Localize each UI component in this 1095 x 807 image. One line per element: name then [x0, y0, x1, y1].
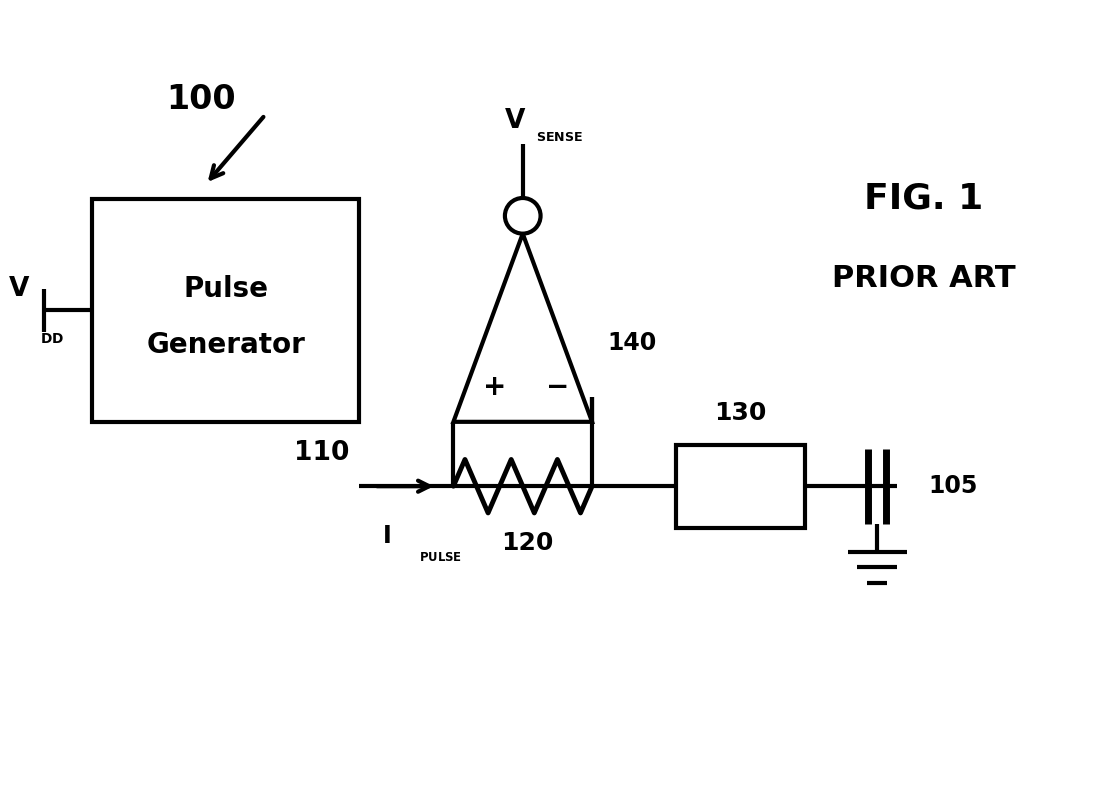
Polygon shape	[453, 234, 592, 422]
Text: 100: 100	[166, 83, 235, 116]
Text: $\mathbf{{}_{DD}}$: $\mathbf{{}_{DD}}$	[41, 327, 65, 346]
Text: $\mathbf{{}_{SENSE}}$: $\mathbf{{}_{SENSE}}$	[535, 126, 583, 144]
Text: 105: 105	[929, 475, 978, 498]
Text: $\mathbf{I}$: $\mathbf{I}$	[382, 524, 391, 548]
Text: FIG. 1: FIG. 1	[864, 182, 983, 216]
Text: PRIOR ART: PRIOR ART	[832, 264, 1016, 293]
Text: Generator: Generator	[146, 331, 306, 359]
Bar	[677, 445, 805, 528]
Text: Pulse: Pulse	[183, 274, 268, 303]
Text: 120: 120	[502, 531, 554, 554]
Text: 140: 140	[607, 331, 656, 354]
Text: $\mathbf{V}$: $\mathbf{V}$	[8, 277, 30, 303]
Text: $\mathbf{{}_{PULSE}}$: $\mathbf{{}_{PULSE}}$	[418, 546, 462, 563]
Text: 110: 110	[295, 440, 349, 466]
Text: $\mathbf{V}$: $\mathbf{V}$	[504, 107, 526, 134]
Text: −: −	[545, 373, 569, 401]
Bar	[92, 199, 359, 422]
Text: +: +	[483, 373, 507, 401]
Circle shape	[505, 198, 541, 234]
Text: 130: 130	[714, 401, 766, 424]
